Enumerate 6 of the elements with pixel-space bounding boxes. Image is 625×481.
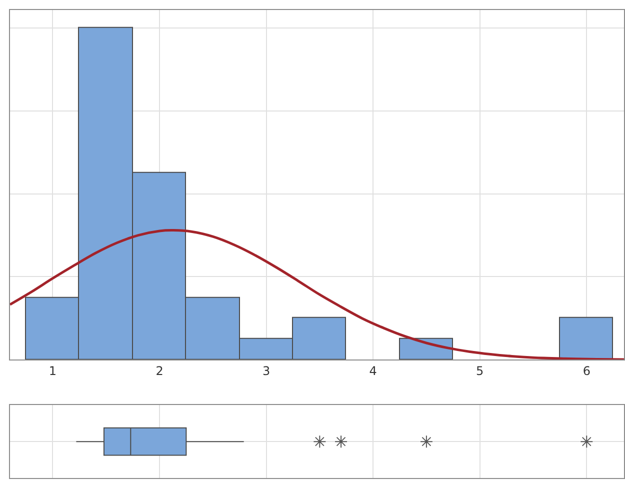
x-tick-label: 1 xyxy=(48,364,57,378)
x-tick-label: 6 xyxy=(582,364,590,378)
x-tick-label: 4 xyxy=(369,364,377,378)
x-tick-label: 3 xyxy=(262,364,270,378)
x-tick-label: 2 xyxy=(156,364,164,378)
x-tick-label: 5 xyxy=(476,364,484,378)
